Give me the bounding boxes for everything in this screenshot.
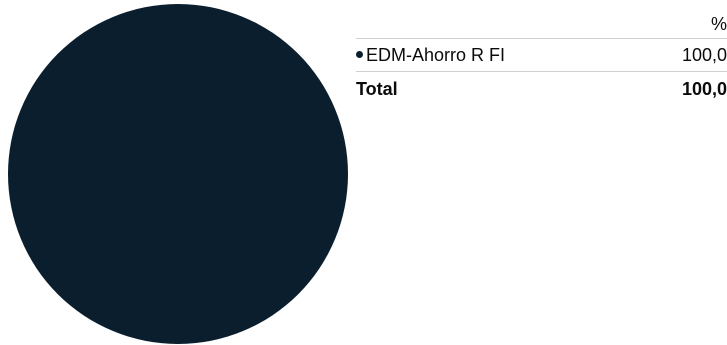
legend-table: % EDM-Ahorro R FI 100,0 Total 100,0 [356,10,727,106]
legend-row: EDM-Ahorro R FI 100,0 [356,38,727,72]
pie-slice [8,4,348,344]
percent-header: % [710,13,727,34]
total-label: Total [356,78,398,99]
legend-row-value: 100,0 [640,38,727,72]
pie-chart [8,4,348,344]
total-row: Total 100,0 [356,72,727,107]
legend-row-name: EDM-Ahorro R FI [366,44,506,65]
total-value: 100,0 [681,78,727,99]
legend-header-row: % [356,10,727,39]
series-dot-icon [356,51,363,59]
